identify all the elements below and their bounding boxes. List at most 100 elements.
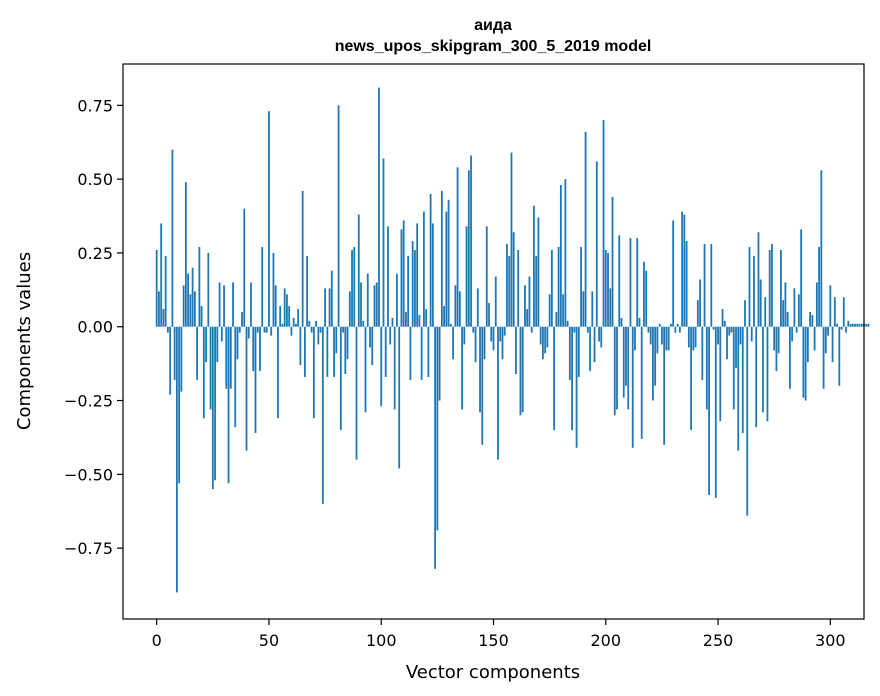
bar — [263, 326, 266, 333]
bar — [189, 294, 192, 327]
bar — [759, 279, 762, 327]
bar — [631, 326, 634, 448]
bar — [454, 285, 457, 327]
bar — [467, 170, 470, 327]
bar — [809, 311, 812, 327]
bar — [854, 323, 856, 327]
bar — [676, 323, 679, 327]
bar — [384, 326, 387, 377]
bar — [382, 158, 385, 327]
bar — [755, 326, 758, 428]
bar — [485, 226, 488, 327]
bar — [580, 247, 582, 327]
bar — [795, 326, 798, 333]
bar — [393, 326, 396, 410]
bar — [492, 326, 495, 351]
bar — [366, 273, 369, 327]
bar — [744, 300, 746, 327]
bar — [241, 311, 243, 327]
bar — [609, 288, 612, 327]
bar — [220, 326, 223, 342]
bar — [598, 326, 600, 342]
plot-frame — [122, 63, 865, 620]
bar — [622, 326, 625, 398]
y-axis-label: Components values — [14, 252, 35, 430]
bar — [171, 149, 174, 327]
bar — [634, 326, 636, 351]
bar — [452, 326, 454, 360]
y-tick-label: 0.50 — [77, 170, 113, 189]
bar — [155, 249, 158, 327]
bar — [281, 323, 284, 327]
bar — [461, 326, 463, 410]
y-tick-label: −0.75 — [64, 539, 113, 558]
bar — [472, 326, 475, 333]
bar — [618, 235, 621, 327]
bar — [775, 326, 778, 372]
bar — [773, 326, 776, 351]
bar — [268, 111, 270, 327]
bar — [396, 273, 398, 327]
bar — [330, 270, 333, 327]
bar — [339, 326, 342, 431]
bar — [746, 326, 749, 516]
bar — [564, 179, 567, 327]
bar — [214, 326, 216, 481]
bar — [414, 249, 416, 327]
bar — [838, 326, 841, 386]
bar — [627, 326, 630, 410]
bar — [196, 326, 198, 380]
bar — [577, 326, 580, 377]
bar — [753, 255, 755, 327]
bar — [360, 282, 362, 327]
bar — [470, 155, 472, 327]
bar — [757, 232, 760, 327]
bar — [162, 309, 165, 327]
bar — [306, 255, 309, 327]
bar — [638, 317, 641, 327]
bar — [402, 220, 405, 327]
bar — [584, 131, 587, 327]
bar — [310, 326, 313, 333]
x-axis-ticks: 0 50 100 150 200 250 300 — [152, 619, 846, 650]
bar — [270, 326, 273, 336]
bar — [407, 255, 410, 327]
bar — [481, 326, 484, 445]
bar — [827, 326, 829, 336]
bar — [669, 323, 672, 327]
bar — [802, 326, 805, 398]
bar — [420, 326, 423, 380]
bar — [537, 217, 540, 327]
bar — [373, 285, 376, 327]
bar — [849, 323, 852, 327]
bar — [333, 326, 335, 377]
bar — [708, 326, 710, 496]
bar — [645, 270, 648, 327]
bar — [856, 323, 859, 327]
bar — [324, 288, 326, 327]
bar — [364, 326, 367, 413]
bar — [335, 326, 338, 354]
bar — [789, 326, 791, 389]
bar — [629, 238, 632, 327]
bar — [811, 314, 814, 327]
bar — [818, 247, 820, 327]
bar — [555, 311, 558, 327]
bar — [542, 326, 544, 360]
bar — [252, 326, 255, 372]
bar — [315, 320, 318, 327]
bar — [229, 326, 232, 389]
y-tick-label: 0.25 — [77, 244, 113, 263]
bar — [714, 326, 717, 498]
bar — [762, 326, 764, 413]
bar — [427, 326, 430, 377]
bar — [416, 223, 419, 327]
bar — [288, 306, 291, 327]
bar — [499, 326, 502, 342]
bar — [173, 326, 176, 380]
bar — [559, 185, 562, 327]
bar — [643, 261, 645, 327]
bar — [737, 326, 740, 451]
bar — [169, 326, 172, 395]
